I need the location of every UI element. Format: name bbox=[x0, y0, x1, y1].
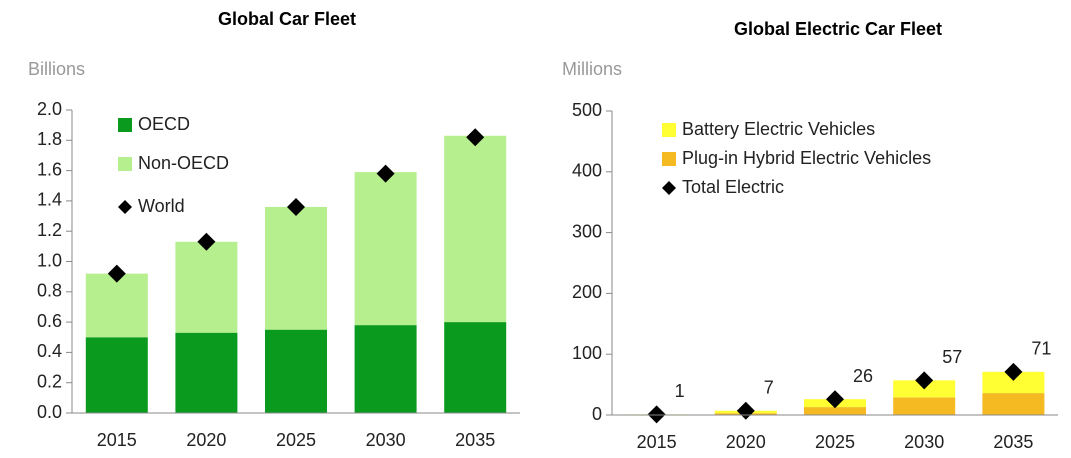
x-tick-label: 2020 bbox=[186, 430, 226, 450]
y-tick-label: 0.8 bbox=[37, 281, 62, 301]
legend-label: World bbox=[138, 196, 185, 216]
y-tick-label: 1.6 bbox=[37, 159, 62, 179]
y-axis-label: Billions bbox=[28, 59, 85, 79]
y-tick-label: 500 bbox=[572, 100, 602, 120]
total-marker bbox=[736, 401, 755, 420]
x-tick-label: 2015 bbox=[637, 432, 677, 452]
x-tick-label: 2035 bbox=[455, 430, 495, 450]
x-tick-label: 2030 bbox=[904, 432, 944, 452]
y-tick-label: 200 bbox=[572, 282, 602, 302]
y-tick-label: 1.8 bbox=[37, 129, 62, 149]
y-tick-label: 1.4 bbox=[37, 190, 62, 210]
legend-swatch bbox=[662, 152, 676, 166]
bar-segment bbox=[982, 393, 1045, 415]
y-tick-label: 300 bbox=[572, 221, 602, 241]
bar-segment bbox=[893, 397, 956, 415]
y-tick-label: 0.2 bbox=[37, 371, 62, 391]
data-label: 71 bbox=[1031, 339, 1051, 359]
total-marker bbox=[1004, 362, 1023, 381]
y-tick-label: 100 bbox=[572, 343, 602, 363]
total-marker bbox=[287, 197, 305, 216]
x-tick-label: 2015 bbox=[97, 430, 137, 450]
legend-swatch bbox=[118, 157, 132, 171]
y-tick-label: 1.0 bbox=[37, 250, 62, 270]
legend-label: Non-OECD bbox=[138, 153, 229, 173]
bar-segment bbox=[354, 325, 417, 413]
data-label: 57 bbox=[942, 347, 962, 367]
bar-segment bbox=[982, 371, 1045, 394]
x-tick-label: 2035 bbox=[993, 432, 1033, 452]
x-tick-label: 2020 bbox=[726, 432, 766, 452]
y-tick-label: 2.0 bbox=[37, 99, 62, 119]
total-marker bbox=[915, 371, 934, 390]
y-tick-label: 0 bbox=[592, 404, 602, 424]
data-label: 7 bbox=[764, 377, 774, 397]
legend-label: Plug-in Hybrid Electric Vehicles bbox=[682, 148, 931, 168]
legend-swatch bbox=[662, 123, 676, 137]
x-tick-label: 2025 bbox=[815, 432, 855, 452]
y-tick-label: 0.6 bbox=[37, 311, 62, 331]
bar-segment bbox=[265, 206, 327, 330]
data-label: 1 bbox=[675, 381, 685, 401]
total-marker bbox=[197, 232, 216, 251]
chart-title: Global Car Fleet bbox=[218, 9, 356, 29]
legend-label: OECD bbox=[138, 114, 190, 134]
total-marker bbox=[647, 405, 666, 424]
total-marker bbox=[466, 128, 485, 147]
bar-segment bbox=[265, 329, 327, 413]
x-tick-label: 2030 bbox=[366, 430, 406, 450]
bar-segment bbox=[85, 337, 148, 413]
data-label: 26 bbox=[853, 366, 873, 386]
bar-segment bbox=[175, 332, 238, 413]
y-axis-label: Millions bbox=[562, 59, 622, 79]
chart-title: Global Electric Car Fleet bbox=[734, 19, 942, 39]
legend-swatch bbox=[118, 118, 132, 132]
bar-segment bbox=[804, 407, 866, 415]
legend-label: Total Electric bbox=[682, 177, 784, 197]
bar-segment bbox=[444, 322, 507, 413]
legend-label: Battery Electric Vehicles bbox=[682, 119, 875, 139]
bar-segment bbox=[85, 273, 148, 338]
legend-swatch bbox=[118, 200, 132, 214]
total-marker bbox=[376, 164, 395, 183]
y-tick-label: 1.2 bbox=[37, 220, 62, 240]
legend-swatch bbox=[662, 181, 676, 195]
bar-segment bbox=[175, 241, 238, 333]
y-tick-label: 0.4 bbox=[37, 341, 62, 361]
total-marker bbox=[107, 264, 126, 283]
y-tick-label: 0.0 bbox=[37, 402, 62, 422]
bar-segment bbox=[444, 135, 507, 323]
y-tick-label: 400 bbox=[572, 161, 602, 181]
total-marker bbox=[826, 390, 844, 409]
bar-segment bbox=[354, 172, 417, 326]
x-tick-label: 2025 bbox=[276, 430, 316, 450]
